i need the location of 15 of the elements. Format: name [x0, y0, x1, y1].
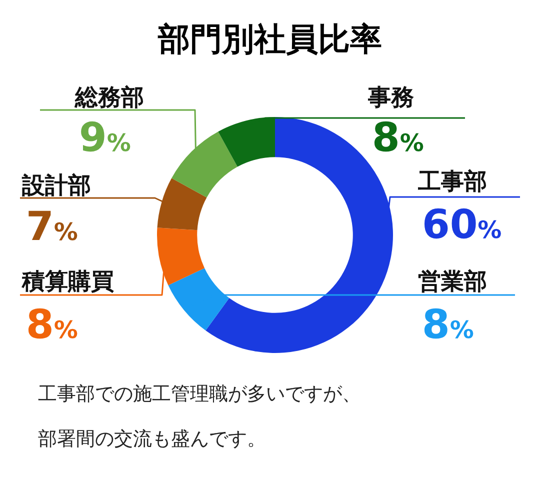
data-label: 8%	[372, 115, 424, 163]
data-label: 8%	[26, 302, 78, 350]
slice-label: 総務部	[75, 84, 144, 113]
slice-label: 事務	[368, 84, 414, 113]
slice-label: 工事部	[418, 168, 487, 197]
chart-title: 部門別社員比率	[156, 19, 383, 60]
slice-label: 積算購買	[22, 268, 114, 297]
text: 工事部での施工管理職が多いですが、	[38, 382, 361, 407]
data-label: 9%	[79, 115, 131, 163]
slice-label: 営業部	[418, 268, 487, 297]
data-label: 60%	[422, 202, 502, 250]
slice-label: 設計部	[22, 172, 91, 201]
data-label: 8%	[422, 302, 474, 350]
data-label: 7%	[26, 204, 78, 252]
text: 部署間の交流も盛んです。	[38, 427, 266, 452]
